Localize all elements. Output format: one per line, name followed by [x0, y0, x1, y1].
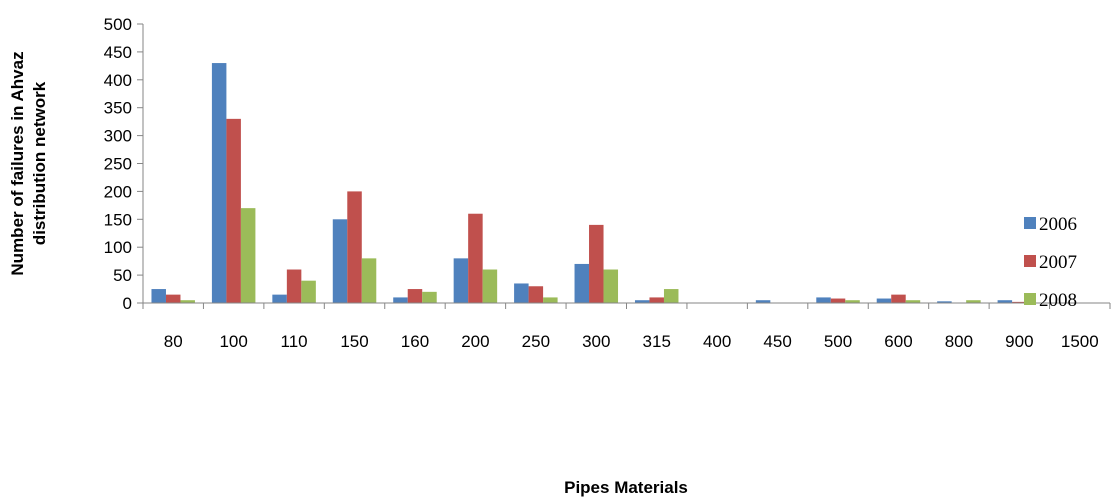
y-tick-label: 500 — [104, 15, 132, 34]
y-tick-label: 350 — [104, 99, 132, 118]
x-tick-label: 600 — [884, 332, 912, 351]
bar-2008-110 — [301, 280, 316, 303]
bar-2007-600 — [891, 294, 906, 303]
y-tick-label: 450 — [104, 43, 132, 62]
bar-2008-800 — [966, 300, 981, 303]
bar-2007-300 — [589, 224, 604, 303]
bar-2008-160 — [422, 291, 437, 303]
x-tick-label: 150 — [340, 332, 368, 351]
bar-2008-100 — [240, 208, 256, 303]
bar-2006-250 — [514, 283, 529, 303]
bar-2006-315 — [634, 300, 650, 303]
legend-swatch-2007 — [1024, 255, 1036, 267]
bar-2006-800 — [937, 301, 952, 303]
legend-label-2007: 2007 — [1039, 252, 1077, 273]
plot-area — [151, 63, 1027, 304]
bar-2006-150 — [332, 219, 348, 303]
bar-2006-160 — [393, 297, 408, 303]
bar-2007-315 — [649, 297, 664, 303]
bar-2007-150 — [347, 191, 362, 303]
legend-label-2008: 2008 — [1039, 290, 1077, 311]
bar-2006-200 — [453, 258, 469, 303]
bar-2007-160 — [407, 289, 423, 303]
x-tick-label: 400 — [703, 332, 731, 351]
bar-2006-300 — [574, 263, 590, 303]
bar-2006-450 — [755, 300, 771, 303]
y-axis: 0 50 100 150 200 250 300 350 400 450 500 — [104, 15, 143, 313]
x-tick-label: 80 — [164, 332, 183, 351]
y-tick-label: 0 — [123, 294, 132, 313]
x-tick-label: 450 — [763, 332, 791, 351]
y-axis-title-line: distribution network — [30, 81, 49, 245]
x-axis: 80 100 110 150 160 200 250 300 315 400 450 500 600 80… — [142, 303, 1111, 351]
x-tick-label: 315 — [643, 332, 671, 351]
x-tick-label: 200 — [461, 332, 489, 351]
bar-2006-100 — [211, 63, 227, 304]
x-tick-label: 900 — [1005, 332, 1033, 351]
bar-2006-900 — [997, 300, 1013, 303]
bar-2006-80 — [151, 289, 166, 303]
bar-2007-80 — [165, 294, 181, 303]
bar-2007-250 — [528, 286, 544, 303]
legend-swatch-2006 — [1024, 217, 1036, 229]
bar-2008-300 — [603, 269, 619, 303]
x-tick-label: 1500 — [1061, 332, 1099, 351]
bar-2007-200 — [468, 213, 483, 303]
bar-2008-80 — [180, 300, 195, 303]
y-tick-label: 50 — [113, 266, 132, 285]
bar-2006-600 — [876, 298, 892, 303]
x-tick-label: 800 — [945, 332, 973, 351]
y-tick-label: 100 — [104, 238, 132, 257]
bar-2008-250 — [543, 297, 558, 303]
bar-2008-500 — [845, 300, 860, 303]
bar-2007-100 — [226, 118, 241, 303]
x-tick-label: 500 — [824, 332, 852, 351]
bar-2007-110 — [286, 269, 302, 303]
bar-2008-600 — [905, 300, 921, 303]
y-axis-title-line: Number of failures in Ahvaz — [8, 51, 27, 275]
bar-2008-200 — [482, 269, 498, 303]
x-tick-label: 300 — [582, 332, 610, 351]
bar-2007-500 — [830, 298, 846, 303]
x-tick-label: 110 — [281, 332, 308, 351]
bar-2008-150 — [361, 258, 377, 303]
legend: 2006 2007 2008 — [1024, 214, 1077, 311]
x-axis-title: Pipes Materials — [564, 478, 688, 497]
y-tick-label: 300 — [104, 127, 132, 146]
x-tick-label: 250 — [522, 332, 550, 351]
y-tick-label: 200 — [104, 182, 132, 201]
bar-2006-500 — [816, 297, 831, 303]
x-tick-label: 160 — [401, 332, 429, 351]
legend-label-2006: 2006 — [1039, 214, 1077, 235]
y-axis-title: Number of failures in Ahvaz distribution … — [8, 51, 49, 275]
x-tick-label: 100 — [219, 332, 247, 351]
legend-swatch-2008 — [1024, 293, 1036, 305]
bar-2008-315 — [663, 289, 679, 303]
y-tick-label: 400 — [104, 71, 132, 90]
y-tick-label: 150 — [104, 210, 132, 229]
bar-2007-900 — [1012, 301, 1027, 303]
bar-2006-110 — [272, 294, 287, 303]
y-tick-label: 250 — [104, 155, 132, 174]
